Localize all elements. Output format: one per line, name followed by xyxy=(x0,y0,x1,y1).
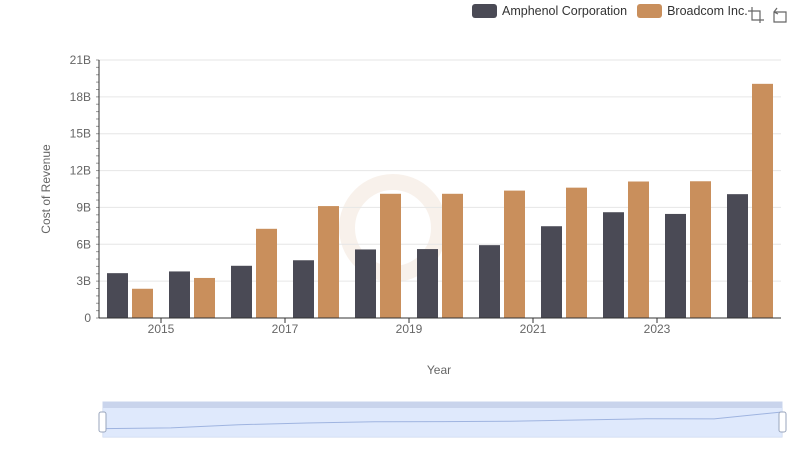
x-tick-label: 2021 xyxy=(520,322,547,336)
bar-amphenol-2014[interactable] xyxy=(107,273,128,318)
bar-broadcom-2019[interactable] xyxy=(442,193,463,318)
y-tick-label: 21B xyxy=(70,53,91,67)
bar-amphenol-2020[interactable] xyxy=(479,245,500,318)
x-tick-label: 2017 xyxy=(272,322,299,336)
chart-toolbar xyxy=(747,6,789,24)
zoom-preview-line xyxy=(102,411,783,430)
bar-broadcom-2014[interactable] xyxy=(132,288,153,318)
y-tick-label: 18B xyxy=(70,90,91,104)
legend-item-broadcom[interactable]: Broadcom Inc. xyxy=(637,4,748,18)
y-tick-label: 9B xyxy=(76,200,91,214)
zoom-selection[interactable] xyxy=(103,408,782,437)
bar-amphenol-2015[interactable] xyxy=(169,271,190,318)
bar-broadcom-2020[interactable] xyxy=(504,190,525,318)
bar-amphenol-2017[interactable] xyxy=(293,260,314,318)
legend-label-broadcom: Broadcom Inc. xyxy=(667,4,748,18)
bar-amphenol-2024[interactable] xyxy=(727,194,748,318)
bar-amphenol-2016[interactable] xyxy=(231,265,252,318)
zoom-select-icon[interactable] xyxy=(747,6,765,24)
legend-label-amphenol: Amphenol Corporation xyxy=(502,4,628,18)
bar-broadcom-2016[interactable] xyxy=(256,228,277,318)
bar-amphenol-2019[interactable] xyxy=(417,249,438,318)
x-axis-title: Year xyxy=(427,363,451,377)
bar-broadcom-2021[interactable] xyxy=(566,187,587,318)
bar-broadcom-2015[interactable] xyxy=(194,277,215,318)
data-zoom-slider[interactable] xyxy=(98,401,787,438)
y-tick-label: 3B xyxy=(76,274,91,288)
axes-layer: 0 3B 6B 9B 12B 15B 18B 21B 2015 2017 2019 2021 2023 xyxy=(70,53,781,336)
zoom-handle-right[interactable] xyxy=(778,411,787,433)
legend-swatch-broadcom xyxy=(637,4,663,18)
x-tick-label: 2019 xyxy=(396,322,423,336)
zoom-top-bar[interactable] xyxy=(103,402,782,408)
bar-amphenol-2023[interactable] xyxy=(665,213,686,318)
chart-legend: Amphenol Corporation Broadcom Inc. xyxy=(472,4,748,18)
y-tick-label: 12B xyxy=(70,164,91,178)
bar-amphenol-2018[interactable] xyxy=(355,249,376,318)
bar-broadcom-2018[interactable] xyxy=(380,193,401,318)
bar-broadcom-2017[interactable] xyxy=(318,206,339,318)
y-tick-label: 15B xyxy=(70,127,91,141)
legend-swatch-amphenol xyxy=(472,4,497,18)
bars-layer xyxy=(107,83,773,318)
x-tick-label: 2015 xyxy=(148,322,175,336)
zoom-handle-left[interactable] xyxy=(98,411,107,433)
bar-amphenol-2021[interactable] xyxy=(541,226,562,318)
y-axis-title: Cost of Revenue xyxy=(39,144,53,234)
bar-broadcom-2024[interactable] xyxy=(752,83,773,318)
y-tick-label: 6B xyxy=(76,237,91,251)
x-tick-label: 2023 xyxy=(644,322,671,336)
restore-icon[interactable] xyxy=(771,6,789,24)
legend-item-amphenol[interactable]: Amphenol Corporation xyxy=(472,4,627,18)
y-tick-label: 0 xyxy=(84,311,91,325)
bar-broadcom-2023[interactable] xyxy=(690,181,711,318)
bar-broadcom-2022[interactable] xyxy=(628,181,649,318)
bar-amphenol-2022[interactable] xyxy=(603,212,624,318)
